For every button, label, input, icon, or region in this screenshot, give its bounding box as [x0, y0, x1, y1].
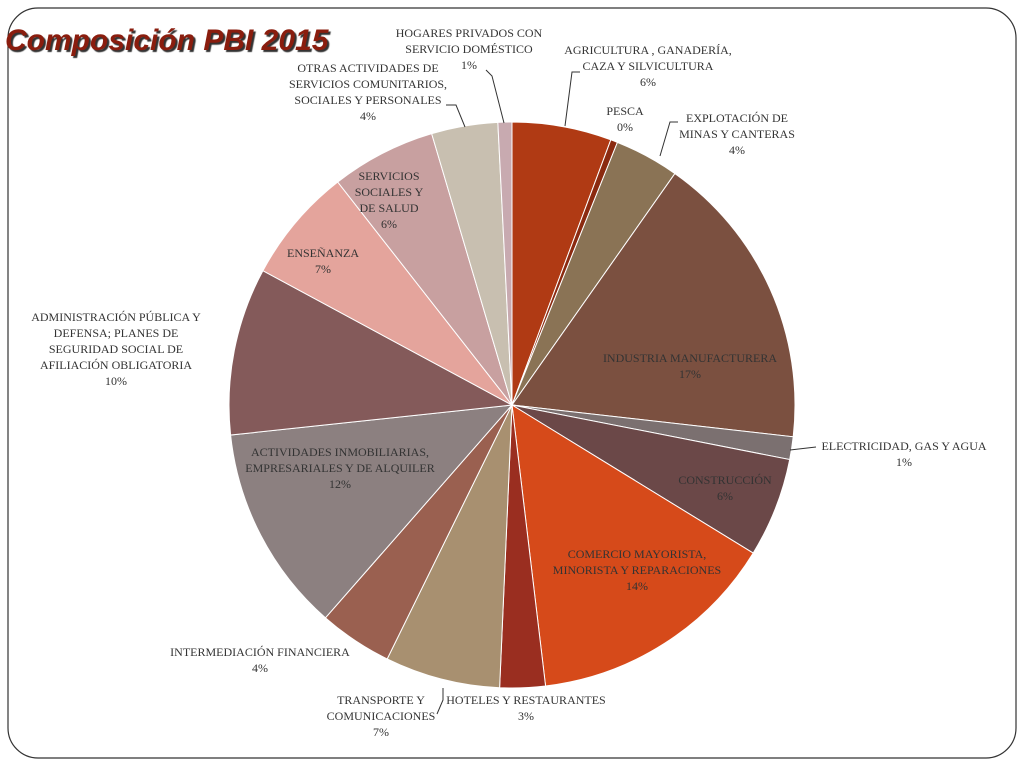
value-label: 6% — [381, 217, 397, 231]
slice-label: HOTELES Y RESTAURANTES 3% — [436, 692, 616, 724]
leader-line — [789, 446, 817, 451]
pie-slice — [262, 181, 513, 406]
pie-slice — [511, 404, 754, 687]
pie-slice — [497, 121, 513, 406]
slice-label: ELECTRICIDAD, GAS Y AGUA 1% — [804, 438, 1004, 470]
category-name: INTERMEDIACIÓN FINANCIERA — [170, 645, 350, 659]
slice-label: ADMINISTRACIÓN PÚBLICA Y DEFENSA; PLANES… — [21, 309, 211, 389]
slice-label: EXPLOTACIÓN DE MINAS Y CANTERAS 4% — [667, 110, 807, 158]
chart-title: Composición PBI 2015 — [5, 24, 329, 57]
slice-label: INDUSTRIA MANUFACTURERA 17% — [580, 350, 800, 382]
slice-label: PESCA 0% — [595, 103, 655, 135]
category-name: TRANSPORTE Y COMUNICACIONES — [326, 693, 436, 723]
slice-label: ENSEÑANZA 7% — [278, 245, 368, 277]
slice-label: ACTIVIDADES INMOBILIARIAS, EMPRESARIALES… — [235, 444, 445, 492]
leader-line — [485, 69, 505, 124]
pie-slice — [386, 404, 513, 689]
value-label: 6% — [640, 75, 656, 89]
category-name: OTRAS ACTIVIDADES DE SERVICIOS COMUNITAR… — [288, 61, 448, 107]
category-name: AGRICULTURA , GANADERÍA, CAZA Y SILVICUL… — [564, 43, 732, 73]
category-name: PESCA — [606, 104, 644, 118]
category-name: INDUSTRIA MANUFACTURERA — [602, 351, 778, 365]
value-label: 4% — [360, 109, 376, 123]
category-name: ADMINISTRACIÓN PÚBLICA Y DEFENSA; PLANES… — [31, 310, 201, 372]
category-name: EXPLOTACIÓN DE MINAS Y CANTERAS — [679, 111, 795, 141]
slice-label: COMERCIO MAYORISTA, MINORISTA Y REPARACI… — [537, 546, 737, 594]
slide-frame — [7, 7, 1017, 759]
slice-label: TRANSPORTE Y COMUNICACIONES 7% — [316, 692, 446, 740]
category-name: HOTELES Y RESTAURANTES — [446, 693, 606, 707]
value-label: 4% — [252, 661, 268, 675]
category-name: COMERCIO MAYORISTA, MINORISTA Y REPARACI… — [552, 547, 722, 577]
pie-slice — [230, 404, 514, 619]
category-name: ELECTRICIDAD, GAS Y AGUA — [821, 439, 987, 453]
slice-label: AGRICULTURA , GANADERÍA, CAZA Y SILVICUL… — [548, 42, 748, 90]
leader-line — [446, 104, 466, 128]
leader-lines — [436, 69, 817, 715]
leader-line — [436, 688, 444, 715]
value-label: 12% — [329, 477, 351, 491]
value-label: 7% — [315, 262, 331, 276]
slice-label: INTERMEDIACIÓN FINANCIERA 4% — [160, 644, 360, 676]
slice-label: HOGARES PRIVADOS CON SERVICIO DOMÉSTICO 1… — [384, 25, 554, 73]
category-name: ACTIVIDADES INMOBILIARIAS, EMPRESARIALES… — [245, 445, 435, 475]
value-label: 6% — [717, 489, 733, 503]
slice-label: SERVICIOS SOCIALES Y DE SALUD 6% — [349, 168, 429, 232]
slice-label: CONSTRUCCIÓN 6% — [665, 472, 785, 504]
leader-line — [564, 71, 580, 127]
leader-line — [659, 121, 678, 157]
value-label: 14% — [626, 579, 648, 593]
pie-slice — [228, 270, 514, 436]
value-label: 17% — [679, 367, 701, 381]
value-label: 4% — [729, 143, 745, 157]
category-name: HOGARES PRIVADOS CON SERVICIO DOMÉSTICO — [395, 26, 543, 56]
value-label: 0% — [617, 120, 633, 134]
value-label: 1% — [461, 58, 477, 72]
value-label: 3% — [518, 709, 534, 723]
slice-label: OTRAS ACTIVIDADES DE SERVICIOS COMUNITAR… — [278, 60, 458, 124]
pie — [228, 121, 796, 689]
category-name: SERVICIOS SOCIALES Y DE SALUD — [354, 169, 424, 215]
category-name: ENSEÑANZA — [287, 246, 359, 260]
value-label: 1% — [896, 455, 912, 469]
pie-slice — [511, 172, 796, 438]
value-label: 7% — [373, 725, 389, 739]
value-label: 10% — [105, 374, 127, 388]
category-name: CONSTRUCCIÓN — [678, 473, 772, 487]
